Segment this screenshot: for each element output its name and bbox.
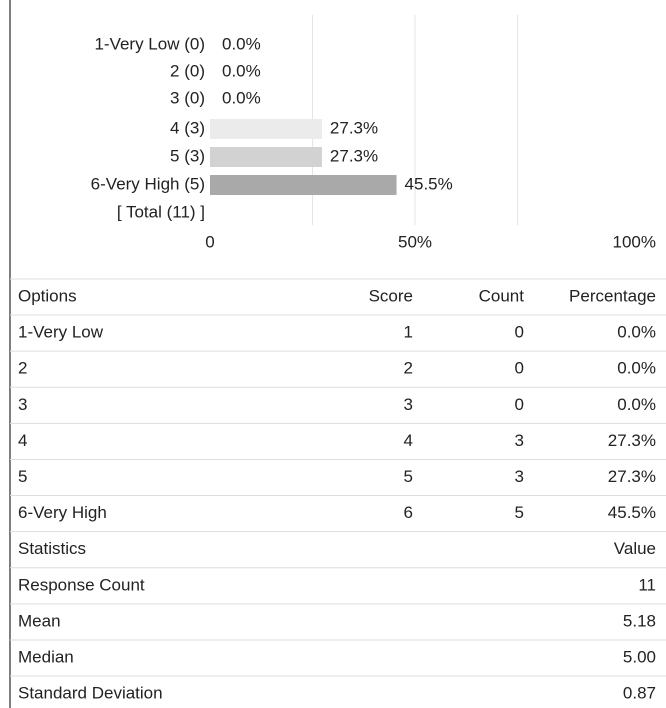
value-label: 0.0%	[222, 88, 261, 107]
cell: 3	[18, 395, 27, 414]
value-label: 45.5%	[405, 174, 453, 193]
cell: 5.18	[623, 611, 656, 630]
cell: 11	[638, 575, 656, 594]
cell: 6-Very High	[18, 503, 107, 522]
x-tick-label: 0	[205, 232, 214, 251]
cell: Mean	[18, 611, 61, 630]
cell: 0.0%	[617, 395, 656, 414]
category-label: 6-Very High (5)	[91, 174, 205, 193]
cell: 4	[18, 431, 27, 450]
cell: 0.0%	[617, 359, 656, 378]
x-tick-label: 50%	[398, 232, 432, 251]
cell: Count	[479, 286, 525, 305]
cell: 27.3%	[608, 467, 656, 486]
cell: 3	[404, 395, 413, 414]
category-label: 2 (0)	[170, 61, 205, 80]
cell: 6	[404, 503, 413, 522]
cell: 0.0%	[617, 323, 656, 342]
value-label: 27.3%	[330, 118, 378, 137]
cell: Options	[18, 286, 77, 305]
cell: 2	[18, 359, 27, 378]
x-tick-label: 100%	[613, 232, 656, 251]
cell: Median	[18, 647, 74, 666]
cell: 1	[404, 323, 413, 342]
cell: Standard Deviation	[18, 684, 163, 703]
cell: 4	[404, 431, 413, 450]
cell: Value	[614, 539, 656, 558]
cell: 0	[515, 323, 524, 342]
cell: 1-Very Low	[18, 323, 104, 342]
cell: 0	[515, 395, 524, 414]
cell: Response Count	[18, 575, 145, 594]
cell: 2	[404, 359, 413, 378]
cell: 45.5%	[608, 503, 656, 522]
category-label: 5 (3)	[170, 146, 205, 165]
bar	[210, 119, 322, 139]
category-label: 3 (0)	[170, 88, 205, 107]
cell: 5	[404, 467, 413, 486]
cell: 0	[515, 359, 524, 378]
cell: Score	[369, 286, 413, 305]
cell: 27.3%	[608, 431, 656, 450]
bar	[210, 175, 397, 195]
bar	[210, 147, 322, 167]
cell: 5	[18, 467, 27, 486]
cell: 5.00	[623, 647, 656, 666]
value-label: 27.3%	[330, 146, 378, 165]
category-label: 4 (3)	[170, 118, 205, 137]
cell: Statistics	[18, 539, 86, 558]
cell: 3	[515, 431, 524, 450]
cell: Percentage	[569, 286, 656, 305]
cell: 3	[515, 467, 524, 486]
total-label: [ Total (11) ]	[117, 202, 205, 221]
cell: 0.87	[623, 684, 656, 703]
category-label: 1-Very Low (0)	[94, 34, 205, 53]
value-label: 0.0%	[222, 61, 261, 80]
cell: 5	[515, 503, 524, 522]
value-label: 0.0%	[222, 34, 261, 53]
